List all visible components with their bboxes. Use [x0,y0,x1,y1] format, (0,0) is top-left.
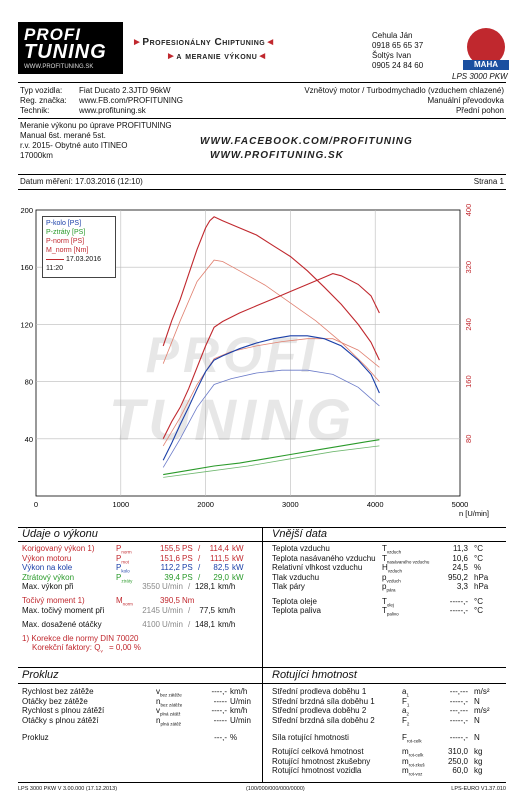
legend-m-norm: M_norm [Nm] [46,247,89,254]
series-line-before [163,445,380,478]
rotating-row: Střední prodleva doběhu 2 a2 ---,--- m/s² [272,706,490,717]
divider [18,189,506,190]
series-line [162,273,380,440]
y-left-tick-label: 200 [20,206,33,215]
divider [18,541,506,542]
banner-line1: ►Profesionálny Chiptuning◄ [132,37,276,48]
vnejsi-title: Vnější data [272,528,328,540]
measurement-date: Datum měření: 17.03.2016 (12:10) [20,177,143,186]
ambient-row: Tlak páry ppára 3,3 hPa [272,582,489,593]
torque-row: Točivý moment 1) Mnorm 390,5 Nm [22,596,195,607]
series-line [162,335,380,461]
brand-sub: LPS 3000 PKW [452,72,508,81]
legend-date: 17.03.2016 11:20 [46,256,101,272]
rotating-row: Střední brzdná síla doběhu 1 F1 -----,- N [272,696,480,708]
divider [262,527,263,667]
rotating-force-row: Síla rotující hmotnosti Frot-celk -----,- N [272,733,480,744]
divider [18,118,506,119]
banner-line2: ►a meranie výkonu◄ [166,51,268,62]
footer-center: (100/000/000/000/0000) [246,786,305,792]
x-tick-label: 1000 [112,500,129,509]
slip-row: Otáčky s plnou zátěží nplná zátěž ----- U/m… [22,715,251,727]
legend-p-kolo: P-kolo [PS] [46,220,82,227]
page-number: Strana 1 [473,177,504,186]
profituning-logo: PROFI TUNING WWW.PROFITUNING.SK [18,22,123,74]
chart-series [162,216,380,478]
x-tick-label: 3000 [282,500,299,509]
udaje-title: Údaje o výkonu [22,528,98,540]
slip-row: Otáčky bez zátěže nbez zátěže ----- U/min [22,696,251,708]
series-line [163,439,380,476]
y-left-tick-label: 120 [20,320,33,329]
x-axis-label: n [U/min] [459,509,489,518]
ambient-row: Tlak vzduchu pvzduch 950,2 hPa [272,572,489,584]
y-right-tick-label: 160 [464,375,473,388]
footer-left: LPS 3000 PKW V 3.00.000 (17.12.2013) [18,786,118,792]
din-note: 1) Korekce dle normy DIN 70020 [22,633,139,643]
power-row: Výkon na kole Pkolo 112,2 PS/82,5 kW [22,563,244,574]
plot-frame [35,209,461,497]
slip-total-row: Prokluz ---,-% [22,733,238,742]
legend-p-norm: P-norm [PS] [46,238,85,245]
facebook-url: WWW.FACEBOOK.COM/PROFITUNING [200,136,413,147]
rotating-mass-row: Rotující hmotnost vozidla mrot-voz 60,0 kg [272,766,483,777]
maha-logo: MAHA [463,60,509,70]
divider [18,782,506,783]
x-tick-label: 0 [34,500,38,509]
vehicle-engine-info: Vznětový motor / Turbodmychadlo (vzduche… [304,86,504,115]
rotacni-title: Rotujíci hmotnost [272,669,357,681]
divider [18,683,506,684]
y-left-tick-label: 80 [25,378,33,387]
power-row: Korigovaný výkon 1) Pnorm 155,5 PS/114,4 kW [22,544,244,555]
divider [18,174,506,175]
divider [18,82,506,83]
ambient-row: Relativní vlhkost vzduchu Hvzduch 24,5% [272,563,482,574]
correction-note: Korekční faktory: Qv = 0,00 % [32,643,141,654]
prokluz-title: Prokluz [22,669,59,681]
slip-row: Rychlost bez zátěže vbez zátěže ----,- km/h [22,687,248,698]
temp-row: Teplota paliva Tpalivo -----,- °C [272,606,483,617]
y-right-tick-label: 80 [464,435,473,443]
max-rpm-row: Max. dosažené otáčky 4100 U/min/148,1 km/h [22,619,236,629]
footer-right: LPS-EURO V1.37.010 [451,786,506,792]
measurement-notes: Meranie výkonu po úprave PROFITUNING Man… [20,121,172,160]
watermark-tuning: TUNING [109,388,355,453]
slip-row: Rychlost s plnou zátěží vplná zátěž ----,-… [22,706,248,717]
max-power-row: Max. výkon při 3550 U/min/128,1 km/h [22,582,236,591]
maha-seal-icon [467,28,505,66]
y-right-tick-label: 400 [464,204,473,217]
y-left-tick-label: 40 [25,435,33,444]
chart-legend: P-kolo [PS] P-ztráty [PS] P-norm [PS] M_… [42,216,116,278]
rotating-mass-row: Rotující hmotnost zkušebny mrot-zkuš 250,0… [272,756,483,768]
series-line [162,216,380,361]
divider [262,667,263,782]
rotating-row: Střední brzdná síla doběhu 2 F2 -----,- N [272,715,480,727]
watermark: PROFI TUNING [109,327,355,453]
temp-row: Teplota oleje Tolej -----,- °C [272,596,483,608]
y-right-tick-label: 320 [464,261,473,274]
series-line-before [162,259,380,382]
ambient-row: Teplota vzduchu Tvzduch 11,3 °C [272,544,483,555]
series-line-before [162,369,380,468]
x-tick-label: 4000 [367,500,384,509]
y-right-tick-label: 240 [464,318,473,331]
y-left-tick-label: 160 [20,263,33,272]
max-torque-row: Max. točivý moment při 2145 U/min/77,5 km/h [22,605,236,615]
rotating-row: Střední prodleva doběhu 1 a1 ---,--- m/s² [272,687,490,698]
power-row: Ztrátový výkon Pztráty 39,4 PS/29,0 kW [22,572,244,584]
website-url: WWW.PROFITUNING.SK [210,150,344,161]
x-tick-label: 5000 [452,500,469,509]
ambient-row: Teplota nasávaného vzduchu Tnasávaného vz… [272,553,483,565]
vehicle-labels: Typ vozidla: Reg. značka: Technik: [20,86,67,115]
legend-p-ztraty: P-ztráty [PS] [46,229,86,236]
vehicle-values: Fiat Ducato 2.3JTD 96kW www.FB.com/PROFI… [79,86,184,115]
x-tick-label: 2000 [197,500,214,509]
contact-block: Cehula Ján 0918 65 65 37 Šoltýs Ivan 090… [372,31,424,70]
rotating-mass-row: Rotující celková hmotnost mrot-celk 310,0 k… [272,747,483,758]
power-row: Výkon motoru Pmot 151,6 PS/111,5 kW [22,553,244,565]
